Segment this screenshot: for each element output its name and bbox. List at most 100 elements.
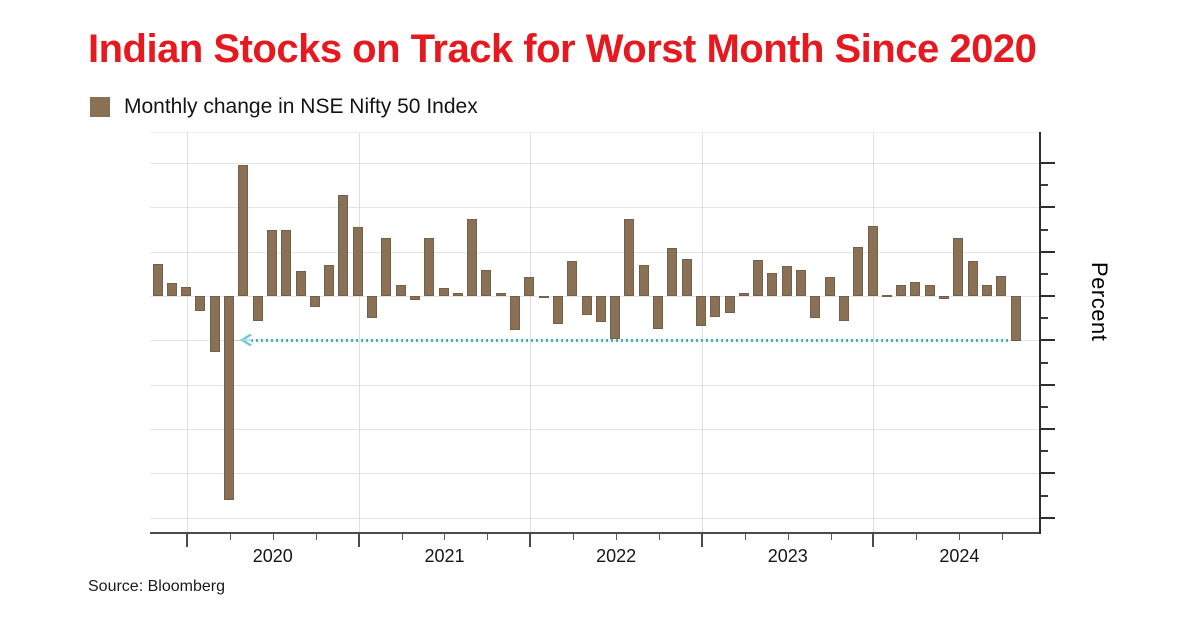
bar-jul-2021 (452, 293, 463, 296)
gridline-y-5 (150, 251, 1040, 253)
annotation-dashed-line (251, 338, 1010, 342)
bar-oct-2020 (324, 265, 335, 296)
bar-apr-2024 (924, 285, 935, 296)
bar-may-2024 (939, 296, 949, 299)
bar-mar-2023 (738, 293, 749, 296)
x-axis-quarter-tick (744, 534, 746, 540)
bar-oct-2023 (838, 296, 849, 321)
bar-may-2020 (252, 296, 263, 321)
y-axis-major-tick-0 (1041, 295, 1055, 297)
bar-nov-2021 (510, 296, 520, 330)
x-axis-label-2022: 2022 (596, 546, 637, 566)
y-axis-major-tick-5 (1041, 250, 1055, 253)
bar-nov-2023 (853, 247, 864, 296)
bar-feb-2023 (724, 296, 735, 313)
bar-jan-2020 (195, 296, 206, 312)
y-axis-minor-tick (1041, 494, 1048, 497)
y-axis-major-tick--25 (1041, 516, 1055, 519)
gridline-y-10 (150, 207, 1040, 209)
gridline-year-2020 (187, 133, 188, 533)
x-axis-year-tick (700, 534, 703, 547)
gridline-y--10 (150, 384, 1040, 386)
x-axis-label-2021: 2021 (424, 546, 465, 566)
bar-oct-2022 (667, 248, 678, 296)
bar-dec-2022 (695, 296, 706, 327)
bar-dec-2023 (867, 226, 878, 296)
gridline-y--20 (150, 473, 1040, 475)
bar-jun-2022 (610, 296, 621, 339)
x-axis-label-2020: 2020 (252, 546, 293, 566)
bar-jun-2023 (781, 265, 792, 296)
gridline-year-2023 (701, 133, 703, 533)
x-axis-quarter-tick (787, 534, 789, 540)
bar-jul-2022 (624, 218, 635, 296)
bar-oct-2021 (495, 292, 506, 296)
x-axis-quarter-tick (229, 534, 231, 540)
bar-jul-2023 (796, 270, 806, 296)
chart-plot-area (150, 132, 1055, 547)
bar-jan-2021 (367, 296, 377, 319)
legend-label: Monthly change in NSE Nifty 50 Index (124, 95, 478, 118)
gridline-year-2024 (873, 133, 875, 533)
bar-sep-2024 (996, 275, 1007, 296)
bar-jun-2024 (953, 238, 964, 296)
x-axis-quarter-tick (401, 534, 403, 540)
y-axis-minor-tick (1041, 450, 1048, 453)
annotation-left-arrow-icon (239, 333, 254, 347)
bar-aug-2024 (981, 285, 992, 296)
bar-aug-2021 (467, 218, 478, 296)
bar-jun-2020 (266, 229, 277, 296)
bar-apr-2021 (409, 296, 420, 300)
bar-sep-2020 (309, 296, 320, 307)
bar-mar-2022 (567, 260, 578, 296)
x-axis-quarter-tick (959, 534, 961, 540)
x-axis-quarter-tick (616, 534, 617, 540)
bar-feb-2024 (896, 285, 907, 296)
x-axis-year-tick (186, 534, 188, 547)
bar-aug-2020 (295, 271, 306, 296)
gridline-y--25 (150, 517, 1040, 519)
bar-jun-2021 (438, 288, 449, 296)
bar-may-2022 (595, 296, 606, 322)
bar-mar-2020 (224, 296, 234, 500)
bar-mar-2021 (395, 285, 406, 296)
x-axis-quarter-tick (916, 534, 918, 540)
bar-jan-2024 (881, 294, 892, 297)
bar-dec-2021 (524, 276, 535, 296)
y-axis-major-tick--5 (1041, 339, 1055, 342)
bar-oct-2019 (152, 264, 163, 296)
bar-jul-2020 (281, 229, 292, 296)
bar-may-2023 (767, 272, 778, 296)
x-axis-quarter-tick (444, 534, 446, 540)
bar-jul-2024 (967, 261, 978, 296)
bar-nov-2019 (166, 282, 177, 296)
bar-feb-2021 (381, 237, 392, 296)
bar-apr-2022 (581, 296, 592, 315)
y-axis-minor-tick (1041, 405, 1048, 408)
y-axis-major-tick--10 (1041, 383, 1055, 386)
bar-sep-2023 (824, 277, 835, 296)
x-axis-quarter-tick (830, 534, 832, 540)
bar-apr-2023 (753, 259, 764, 296)
x-axis-quarter-tick (658, 534, 660, 540)
bar-feb-2022 (552, 296, 563, 324)
x-axis-year-tick (872, 534, 875, 547)
y-axis-major-tick-15 (1041, 162, 1055, 164)
x-axis-year-tick (357, 534, 360, 547)
x-axis-quarter-tick (487, 534, 489, 540)
bar-apr-2020 (238, 164, 249, 296)
x-axis-quarter-tick (272, 534, 274, 540)
y-axis-minor-tick (1041, 317, 1048, 320)
bar-feb-2020 (209, 296, 220, 352)
y-axis-minor-tick (1041, 272, 1048, 275)
legend-swatch (90, 97, 110, 117)
gridline-year-2021 (358, 133, 360, 533)
bar-may-2021 (424, 238, 435, 296)
bar-oct-2024 (1010, 296, 1021, 342)
x-axis-label-2024: 2024 (939, 546, 980, 566)
x-axis-quarter-tick (315, 534, 317, 540)
y-axis-minor-tick (1041, 184, 1048, 187)
y-axis-major-tick--15 (1041, 428, 1055, 430)
x-axis-line (150, 532, 1040, 534)
annotation-connector-line (234, 339, 244, 341)
